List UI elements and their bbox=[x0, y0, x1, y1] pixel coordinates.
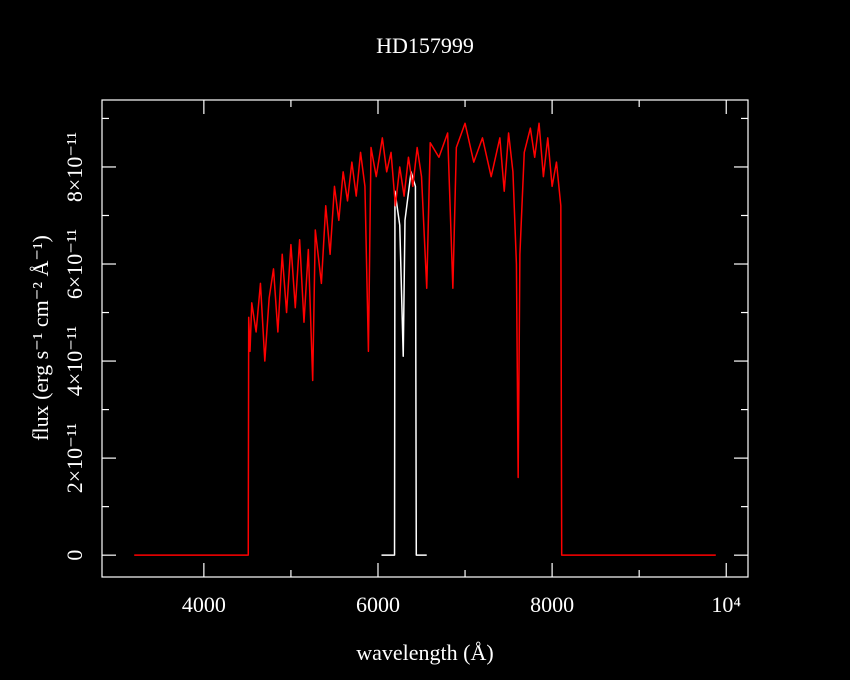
chart-title: HD157999 bbox=[376, 33, 474, 58]
y-tick-label: 0 bbox=[62, 550, 87, 561]
x-tick-label: 10⁴ bbox=[711, 592, 741, 617]
x-tick-label: 4000 bbox=[182, 592, 226, 617]
y-axis-label: flux (erg s⁻¹ cm⁻² Å⁻¹) bbox=[28, 235, 53, 441]
spectrum-line bbox=[381, 171, 427, 556]
spectrum-line bbox=[134, 122, 716, 556]
x-axis-label: wavelength (Å) bbox=[356, 640, 493, 665]
y-tick-label: 2×10⁻¹¹ bbox=[62, 423, 87, 493]
y-tick-label: 4×10⁻¹¹ bbox=[62, 326, 87, 396]
y-tick-label: 6×10⁻¹¹ bbox=[62, 229, 87, 299]
y-tick-label: 8×10⁻¹¹ bbox=[62, 132, 87, 202]
x-tick-label: 8000 bbox=[530, 592, 574, 617]
plot-frame bbox=[101, 99, 749, 578]
x-tick-label: 6000 bbox=[356, 592, 400, 617]
